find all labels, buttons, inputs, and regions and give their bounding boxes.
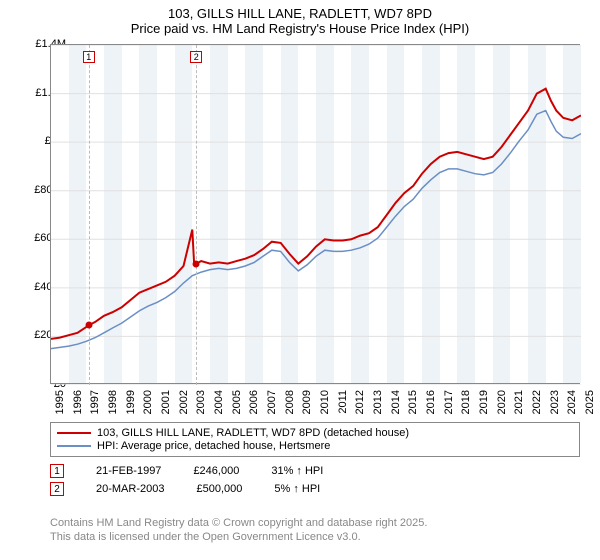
- data-point-price: £246,000: [193, 465, 239, 477]
- chart-container: 103, GILLS HILL LANE, RADLETT, WD7 8PD P…: [0, 0, 600, 560]
- x-tick-label: 1996: [72, 390, 84, 414]
- attribution-line-1: Contains HM Land Registry data © Crown c…: [50, 516, 427, 530]
- legend-label-price-paid: 103, GILLS HILL LANE, RADLETT, WD7 8PD (…: [97, 427, 409, 439]
- x-tick-label: 2011: [337, 390, 349, 414]
- plot-svg: [51, 45, 581, 385]
- x-tick-label: 2015: [407, 390, 419, 414]
- data-point-row: 2 20-MAR-2003 £500,000 5% ↑ HPI: [50, 482, 580, 496]
- legend-row-hpi: HPI: Average price, detached house, Hert…: [57, 440, 573, 452]
- series-line-price_paid: [51, 89, 581, 339]
- x-tick-label: 2003: [195, 390, 207, 414]
- title-block: 103, GILLS HILL LANE, RADLETT, WD7 8PD P…: [0, 0, 600, 38]
- chart-plot-area: 12: [50, 44, 580, 384]
- x-tick-label: 2004: [213, 390, 225, 414]
- x-tick-label: 2005: [231, 390, 243, 414]
- legend-box: 103, GILLS HILL LANE, RADLETT, WD7 8PD (…: [50, 422, 580, 457]
- x-tick-label: 2009: [301, 390, 313, 414]
- attribution-line-2: This data is licensed under the Open Gov…: [50, 530, 427, 544]
- x-tick-label: 2002: [178, 390, 190, 414]
- data-point-date: 21-FEB-1997: [96, 465, 161, 477]
- x-tick-label: 2019: [478, 390, 490, 414]
- x-tick-label: 2010: [319, 390, 331, 414]
- legend-swatch-price-paid: [57, 432, 91, 434]
- data-point-marker-1: 1: [50, 464, 64, 478]
- x-tick-label: 2022: [531, 390, 543, 414]
- x-tick-label: 2001: [160, 390, 172, 414]
- attribution-block: Contains HM Land Registry data © Crown c…: [50, 516, 427, 545]
- x-tick-label: 2025: [584, 390, 596, 414]
- x-tick-label: 1997: [89, 390, 101, 414]
- x-tick-label: 2014: [390, 390, 402, 414]
- sale-marker-vline: [89, 45, 90, 385]
- x-tick-label: 2012: [354, 390, 366, 414]
- data-point-vs-hpi: 5% ↑ HPI: [274, 483, 320, 495]
- legend-label-hpi: HPI: Average price, detached house, Hert…: [97, 440, 330, 452]
- x-tick-label: 2000: [142, 390, 154, 414]
- data-point-date: 20-MAR-2003: [96, 483, 164, 495]
- x-tick-label: 2013: [372, 390, 384, 414]
- data-point-price: £500,000: [196, 483, 242, 495]
- x-tick-label: 2007: [266, 390, 278, 414]
- data-point-vs-hpi: 31% ↑ HPI: [271, 465, 323, 477]
- x-tick-label: 2024: [566, 390, 578, 414]
- x-tick-label: 1998: [107, 390, 119, 414]
- sale-marker-dot: [193, 260, 200, 267]
- legend-row-price-paid: 103, GILLS HILL LANE, RADLETT, WD7 8PD (…: [57, 427, 573, 439]
- sale-marker-box: 2: [190, 51, 202, 63]
- x-tick-label: 2008: [284, 390, 296, 414]
- x-tick-label: 2006: [248, 390, 260, 414]
- x-tick-label: 2021: [513, 390, 525, 414]
- data-point-row: 1 21-FEB-1997 £246,000 31% ↑ HPI: [50, 464, 580, 478]
- x-tick-label: 1995: [54, 390, 66, 414]
- sale-marker-box: 1: [83, 51, 95, 63]
- x-tick-label: 2016: [425, 390, 437, 414]
- x-tick-label: 2023: [549, 390, 561, 414]
- legend-swatch-hpi: [57, 445, 91, 447]
- x-tick-label: 2020: [496, 390, 508, 414]
- chart-title-main: 103, GILLS HILL LANE, RADLETT, WD7 8PD: [0, 6, 600, 21]
- chart-title-sub: Price paid vs. HM Land Registry's House …: [0, 21, 600, 36]
- sale-marker-dot: [85, 322, 92, 329]
- data-point-marker-2: 2: [50, 482, 64, 496]
- x-tick-label: 1999: [125, 390, 137, 414]
- data-points-table: 1 21-FEB-1997 £246,000 31% ↑ HPI 2 20-MA…: [50, 460, 580, 500]
- sale-marker-vline: [196, 45, 197, 385]
- x-tick-label: 2018: [460, 390, 472, 414]
- x-tick-label: 2017: [443, 390, 455, 414]
